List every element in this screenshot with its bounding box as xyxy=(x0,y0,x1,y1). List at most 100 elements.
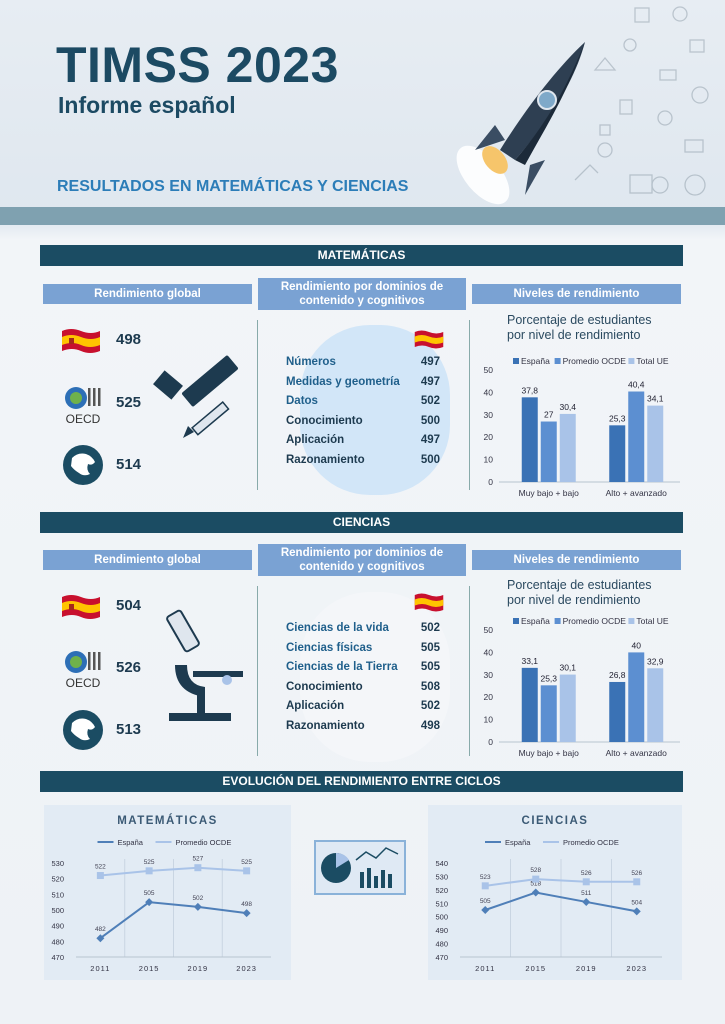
spain-flag-icon xyxy=(414,593,444,612)
legend-label: España xyxy=(521,356,550,366)
domain-row: Razonamiento 500 xyxy=(286,454,440,466)
x-tick-label: 2019 xyxy=(576,964,597,973)
oecd-logo-icon: OECD xyxy=(65,651,101,690)
domain-label: Ciencias de la vida xyxy=(286,622,389,634)
domain-label: Ciencias de la Tierra xyxy=(286,661,398,673)
data-point xyxy=(532,875,540,883)
data-label: 518 xyxy=(530,881,541,888)
bar xyxy=(521,667,538,742)
data-point xyxy=(96,934,105,943)
domain-label: Números xyxy=(286,356,336,368)
bar-value-label: 40,4 xyxy=(628,380,645,390)
x-tick-label: 2015 xyxy=(525,964,546,973)
data-label: 505 xyxy=(144,890,155,897)
domain-label: Medidas y geometría xyxy=(286,375,400,388)
data-label: 525 xyxy=(241,859,252,866)
bar-value-label: 34,1 xyxy=(647,394,664,404)
microscope-icon xyxy=(166,609,243,721)
domain-label: Conocimiento xyxy=(286,680,363,693)
oecd-logo-text: OECD xyxy=(66,676,101,690)
science-score-spain: 504 xyxy=(116,597,142,614)
science-global-header: Rendimiento global xyxy=(43,550,252,570)
bar xyxy=(609,681,626,742)
oecd-logo-text: OECD xyxy=(66,412,101,426)
y-tick-label: 470 xyxy=(51,953,64,962)
y-tick-label: 40 xyxy=(484,387,494,397)
domain-row: Aplicación 497 xyxy=(286,434,440,446)
bar-value-label: 25,3 xyxy=(540,673,557,683)
data-point xyxy=(242,909,251,918)
y-tick-label: 10 xyxy=(484,715,494,725)
europe-globe-icon xyxy=(63,710,103,750)
domain-score: 505 xyxy=(420,641,440,654)
data-label: 527 xyxy=(192,856,203,863)
divider xyxy=(257,320,258,490)
science-score-eu: 513 xyxy=(116,721,142,738)
x-tick-label: 2015 xyxy=(139,964,160,973)
legend-label: Total UE xyxy=(636,356,668,366)
math-evolution-chart: MATEMÁTICAS España Promedio OCDE 470 480 490 5… xyxy=(51,814,271,973)
bar xyxy=(559,674,576,742)
y-tick-label: 530 xyxy=(51,859,64,868)
page-title: TIMSS 2023 xyxy=(56,37,339,93)
x-tick-label: 2023 xyxy=(236,964,257,973)
series-line xyxy=(99,901,247,940)
series-line xyxy=(485,878,637,887)
math-evolution-card xyxy=(44,805,291,980)
domain-label: Ciencias físicas xyxy=(286,641,373,654)
legend-label: Promedio OCDE xyxy=(176,838,232,847)
data-label: 505 xyxy=(480,898,491,905)
domain-label: Aplicación xyxy=(286,434,345,446)
domain-label: Razonamiento xyxy=(286,453,365,466)
y-tick-label: 520 xyxy=(435,886,448,895)
y-tick-label: 480 xyxy=(435,940,448,949)
data-point xyxy=(582,878,590,886)
y-tick-label: 510 xyxy=(51,890,64,899)
domain-row: Conocimiento 500 xyxy=(286,415,440,427)
domain-row: Medidas y geometría 497 xyxy=(286,376,440,388)
legend-label: Promedio OCDE xyxy=(563,356,627,366)
domain-score: 505 xyxy=(420,661,440,673)
data-label: 523 xyxy=(480,874,491,881)
y-tick-label: 510 xyxy=(435,899,448,908)
domain-label: Conocimiento xyxy=(286,414,363,427)
y-tick-label: 530 xyxy=(435,872,448,881)
math-global-header: Rendimiento global xyxy=(43,284,252,304)
domain-label: Datos xyxy=(286,395,318,407)
x-tick-label: 2011 xyxy=(475,964,495,973)
domain-score: 497 xyxy=(420,375,440,388)
domain-score: 500 xyxy=(420,453,440,466)
data-label: 526 xyxy=(631,870,642,877)
data-point xyxy=(145,867,153,875)
bar xyxy=(521,397,538,482)
data-point xyxy=(193,902,202,911)
domain-score: 502 xyxy=(420,622,440,634)
science-evolution-chart: CIENCIAS España Promedio OCDE 470 480 490 500 5… xyxy=(435,815,662,973)
spain-flag-icon xyxy=(62,595,100,619)
y-tick-label: 0 xyxy=(488,477,493,487)
bar-value-label: 26,8 xyxy=(609,670,626,680)
legend-swatch xyxy=(554,358,561,364)
domain-label: Aplicación xyxy=(286,700,345,712)
data-label: 504 xyxy=(631,899,642,906)
legend-label: España xyxy=(118,838,144,847)
data-label: 502 xyxy=(192,895,203,902)
oecd-logo-icon: OECD xyxy=(65,387,101,426)
y-tick-label: 20 xyxy=(484,692,494,702)
bar xyxy=(628,652,645,742)
x-tick-label: Alto + avanzado xyxy=(606,488,667,498)
legend-swatch xyxy=(554,618,561,624)
y-tick-label: 20 xyxy=(484,432,494,442)
data-point xyxy=(243,867,251,875)
bar xyxy=(647,668,664,742)
domain-row: Aplicación 502 xyxy=(286,700,440,712)
data-label: 511 xyxy=(581,890,592,897)
domain-row: Ciencias físicas 505 xyxy=(286,642,440,654)
data-point xyxy=(531,888,540,897)
domains-bubble xyxy=(300,592,450,762)
science-levels-caption-2: por nivel de rendimiento xyxy=(507,593,641,607)
y-tick-label: 10 xyxy=(484,455,494,465)
domain-row: Razonamiento 498 xyxy=(286,720,440,732)
x-tick-label: Muy bajo + bajo xyxy=(519,488,580,498)
data-label: 498 xyxy=(241,901,252,908)
